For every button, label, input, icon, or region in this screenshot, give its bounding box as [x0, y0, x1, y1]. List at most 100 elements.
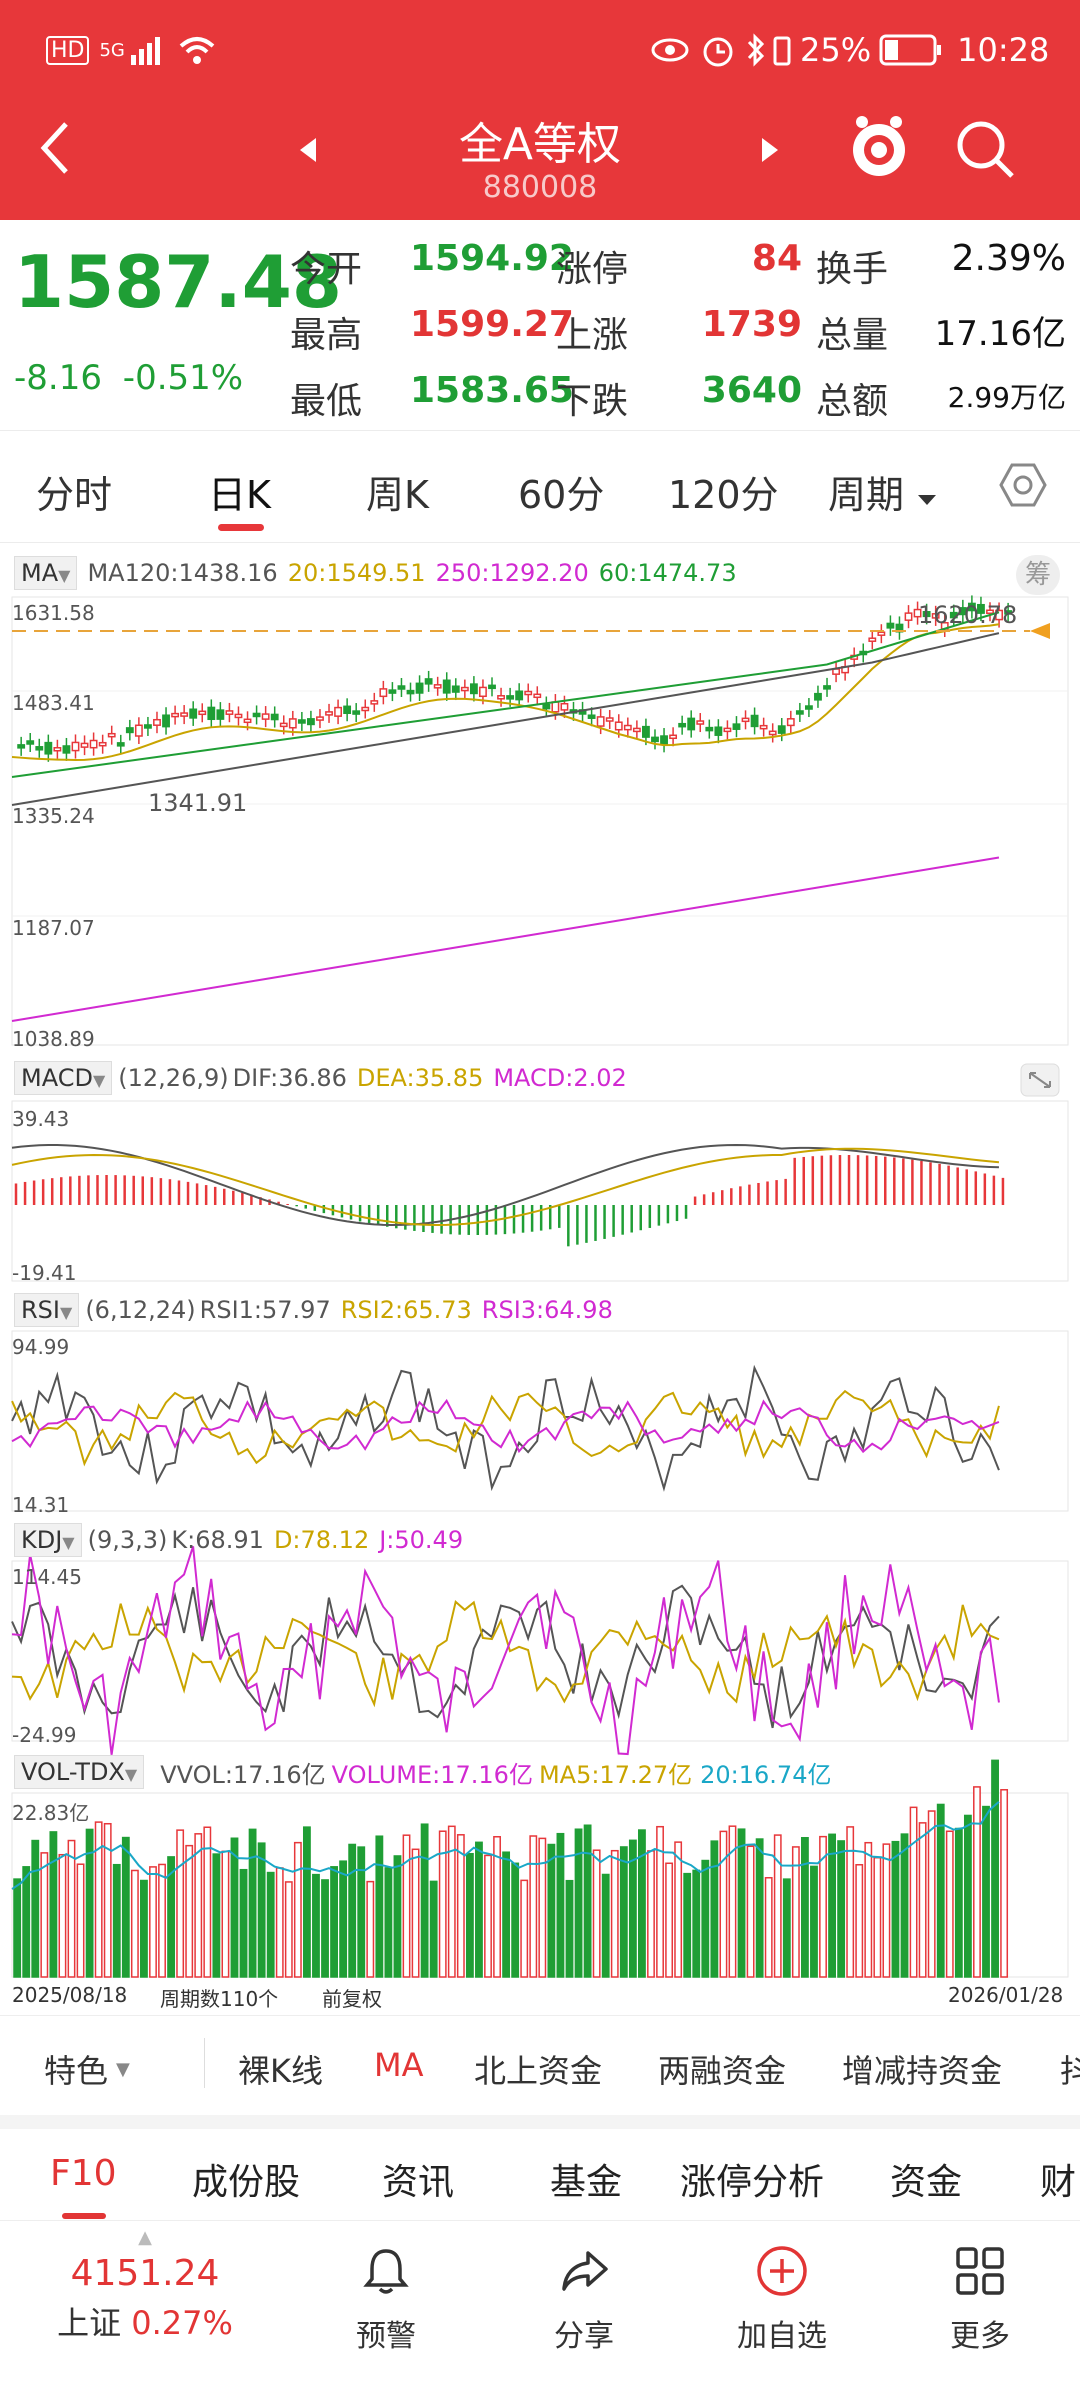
volume-bar — [973, 1786, 981, 1978]
add-circle-icon — [757, 2246, 807, 2296]
volume-bar — [402, 1834, 411, 1978]
candle — [134, 724, 143, 737]
ma-legend: MA▼ MA120:1438.16 20:1549.51 250:1292.20… — [14, 555, 737, 591]
expand-icon[interactable] — [1020, 1063, 1060, 1097]
tab-funds[interactable]: 基金 — [550, 2162, 623, 2203]
bluetooth-icon — [747, 33, 765, 67]
tab-finance[interactable]: 财 — [1040, 2162, 1077, 2203]
tab-period[interactable]: 周期 — [828, 464, 938, 519]
nav-add-watchlist[interactable]: 加自选 — [692, 2243, 872, 2355]
candle — [524, 690, 533, 696]
up-arrow-icon: ▲ — [138, 2227, 152, 2248]
volume-bar — [284, 1881, 293, 1978]
candle — [995, 609, 1003, 621]
ma-axis-3: 1335.24 — [12, 804, 95, 828]
volume-bar — [348, 1843, 357, 1978]
price-change: -8.16 -0.51% — [14, 358, 243, 398]
volume-bar — [140, 1879, 148, 1978]
candle — [560, 702, 569, 711]
candle — [750, 714, 759, 728]
tab-northbound[interactable]: 北上资金 — [474, 2052, 603, 2090]
f10-tabs: F10 成份股 资讯 基金 涨停分析 资金 财 — [0, 2115, 1080, 2220]
volume-bar — [456, 1834, 465, 1978]
candle — [922, 611, 931, 618]
volume-bar — [13, 1878, 22, 1978]
volume-bar — [683, 1872, 692, 1978]
separator — [0, 2115, 1080, 2129]
candle — [234, 713, 243, 719]
volume-bar — [882, 1843, 891, 1978]
rsi-selector[interactable]: RSI▼ — [14, 1293, 80, 1327]
feature-selector[interactable]: 特色 ▼ — [44, 2046, 130, 2092]
macd-params: (12,26,9) — [118, 1064, 229, 1092]
vol-ma5: MA5:17.27亿 — [538, 1760, 693, 1789]
settings-hex-icon[interactable] — [998, 460, 1048, 510]
candle — [53, 747, 62, 752]
period-count: 周期数110个 — [160, 1987, 279, 2011]
active-tab-indicator — [218, 524, 264, 531]
tab-capital[interactable]: 资金 — [890, 2162, 963, 2203]
nav-more-label: 更多 — [950, 2319, 1010, 2354]
last-price: 1587.48 — [14, 240, 342, 324]
tab-intraday[interactable]: 分时 — [36, 473, 113, 517]
vol-selector[interactable]: VOL-TDX▼ — [14, 1755, 145, 1789]
volume-bar — [438, 1830, 447, 1978]
candle — [89, 739, 98, 749]
volume-bar — [656, 1825, 664, 1978]
prev-index-icon[interactable] — [296, 136, 320, 164]
nav-more[interactable]: 更多 — [890, 2243, 1070, 2355]
volume-bar — [828, 1833, 836, 1978]
search-icon[interactable] — [954, 118, 1018, 182]
kdj-d-line — [11, 1599, 1000, 1708]
ma-selector[interactable]: MA▼ — [14, 556, 78, 590]
chip-distribution-button[interactable]: 筹 — [1016, 555, 1060, 595]
tab-daily-k[interactable]: 日K — [208, 473, 271, 517]
kdj-selector[interactable]: KDJ▼ — [14, 1523, 82, 1557]
tab-shareholding[interactable]: 增减持资金 — [842, 2052, 1003, 2090]
tab-60min[interactable]: 60分 — [518, 473, 605, 517]
status-bar-left: HD 5G — [46, 30, 217, 70]
macd-selector[interactable]: MACD▼ — [14, 1061, 113, 1095]
hd-icon: HD — [46, 35, 90, 65]
rsi1-line — [11, 1364, 1000, 1492]
nav-share[interactable]: 分享 — [494, 2243, 674, 2355]
tab-overflow[interactable]: 抖 — [1060, 2052, 1080, 2090]
network-icon: 5G — [99, 39, 125, 61]
max-price-annotation: 1620.78 — [918, 601, 1018, 629]
tab-news[interactable]: 资讯 — [382, 2162, 455, 2203]
candle — [868, 637, 877, 642]
tab-naked-k[interactable]: 裸K线 — [238, 2052, 323, 2090]
candle — [877, 631, 886, 636]
tab-margin[interactable]: 两融资金 — [658, 2052, 787, 2090]
panel-frame — [11, 596, 1069, 1046]
tab-limitup-analysis[interactable]: 涨停分析 — [680, 2162, 825, 2203]
volume-bar — [176, 1829, 185, 1978]
candle — [687, 717, 696, 731]
tab-120min[interactable]: 120分 — [668, 473, 779, 517]
amount-value: 2.99万亿 — [947, 381, 1066, 414]
high-label: 最高 — [290, 315, 363, 356]
kline-chart-area[interactable]: MA▼ MA120:1438.16 20:1549.51 250:1292.20… — [0, 545, 1080, 2015]
volume-bar — [58, 1853, 67, 1978]
index-ticker[interactable]: ▲ 4151.24 上证 0.27% — [40, 2229, 250, 2344]
volume-bar — [429, 1880, 438, 1978]
next-index-icon[interactable] — [758, 136, 782, 164]
nav-alert[interactable]: 预警 — [296, 2243, 476, 2355]
candle — [261, 713, 270, 720]
tab-ma[interactable]: MA — [374, 2046, 424, 2084]
ma60-value: 60:1474.73 — [598, 559, 737, 587]
candle — [98, 741, 107, 747]
volume-bar — [420, 1823, 429, 1978]
clock: 10:28 — [957, 31, 1050, 69]
volume-bar — [302, 1826, 311, 1978]
back-icon[interactable] — [36, 118, 76, 178]
chart-canvas — [11, 595, 1069, 1978]
tab-weekly-k[interactable]: 周K — [366, 473, 429, 517]
mascot-icon[interactable] — [848, 112, 910, 184]
candle — [370, 700, 379, 705]
tab-constituents[interactable]: 成份股 — [192, 2162, 301, 2203]
tab-f10[interactable]: F10 — [50, 2153, 117, 2194]
rsi-axis-bottom: 14.31 — [12, 1493, 70, 1517]
volume-bar — [628, 1839, 637, 1978]
volume-bar — [366, 1880, 375, 1978]
